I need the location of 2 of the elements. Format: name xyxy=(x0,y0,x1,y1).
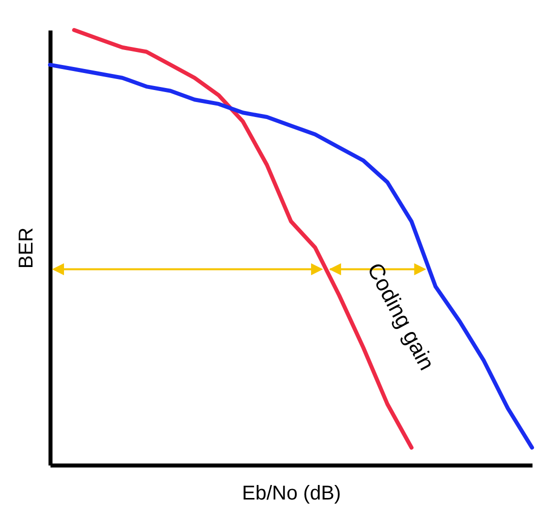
x-axis-title: Eb/No (dB) xyxy=(242,482,341,504)
y-axis-title: BER xyxy=(16,227,38,269)
